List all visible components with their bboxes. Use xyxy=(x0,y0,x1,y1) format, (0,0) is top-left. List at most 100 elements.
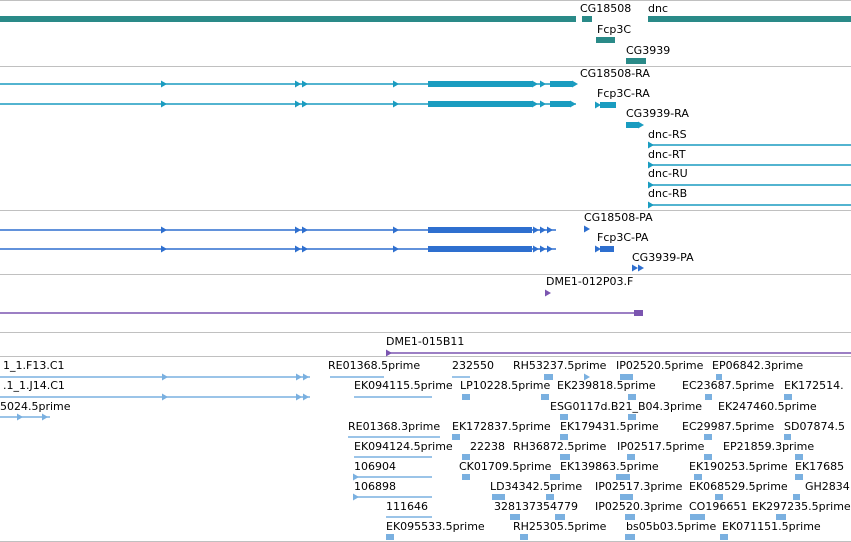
feature-label[interactable]: ESG0117d.B21_B04.3prime xyxy=(550,400,703,413)
feature-line[interactable] xyxy=(0,396,310,398)
feature-line[interactable] xyxy=(0,248,556,250)
feature-row[interactable] xyxy=(348,434,791,440)
track-clones[interactable] xyxy=(0,289,851,357)
feature-label[interactable]: CG3939-PA xyxy=(632,251,694,264)
exon-block[interactable] xyxy=(776,514,786,520)
feature-row[interactable] xyxy=(648,201,851,209)
exon-block[interactable] xyxy=(705,394,712,400)
feature-label[interactable]: EK095533.5prime xyxy=(386,520,485,533)
exon-block[interactable] xyxy=(628,394,636,400)
feature-row[interactable] xyxy=(595,101,616,109)
feature-line[interactable] xyxy=(0,103,576,105)
exon-block[interactable] xyxy=(452,434,460,440)
feature-row[interactable] xyxy=(595,245,614,253)
feature-row[interactable] xyxy=(632,264,644,272)
feature-row[interactable] xyxy=(353,473,803,481)
feature-row[interactable] xyxy=(0,393,792,401)
feature-label[interactable]: EK094115.5prime xyxy=(354,379,453,392)
feature-label[interactable]: GH2834 xyxy=(805,480,850,493)
track-genes[interactable] xyxy=(0,16,851,64)
feature-label[interactable]: .1_1.J14.C1 xyxy=(3,379,65,392)
exon-block[interactable] xyxy=(596,37,615,43)
feature-label[interactable]: EC29987.5prime xyxy=(682,420,775,433)
feature-label[interactable]: EK094124.5prime xyxy=(354,440,453,453)
feature-label[interactable]: IP02517.5prime xyxy=(617,440,705,453)
feature-label[interactable]: CK01709.5prime xyxy=(459,460,552,473)
feature-label[interactable]: IP02520.3prime xyxy=(595,500,683,513)
feature-line[interactable] xyxy=(354,456,432,458)
feature-label[interactable]: EK071151.5prime xyxy=(722,520,821,533)
exon-block[interactable] xyxy=(628,414,636,420)
feature-label[interactable]: EK172514. xyxy=(784,379,844,392)
feature-row[interactable] xyxy=(0,226,556,234)
feature-row[interactable] xyxy=(0,413,636,421)
exon-block[interactable] xyxy=(620,374,633,380)
feature-label[interactable]: CG18508-PA xyxy=(584,211,653,224)
feature-label[interactable]: bs05b03.5prime xyxy=(626,520,717,533)
exon-block[interactable] xyxy=(550,474,560,480)
exon-block[interactable] xyxy=(715,494,723,500)
feature-label[interactable]: CG18508 xyxy=(580,2,632,15)
feature-label[interactable]: EK068529.5prime xyxy=(689,480,788,493)
feature-line[interactable] xyxy=(648,164,851,166)
exon-block[interactable] xyxy=(428,227,532,233)
exon-block[interactable] xyxy=(690,514,705,520)
feature-label[interactable]: EC23687.5prime xyxy=(682,379,775,392)
feature-label[interactable]: CO196651 xyxy=(689,500,748,513)
feature-label[interactable]: 1_1.F13.C1 xyxy=(3,359,65,372)
feature-label[interactable]: DME1-012P03.F xyxy=(546,275,634,288)
feature-row[interactable] xyxy=(648,141,851,149)
feature-label[interactable]: EK247460.5prime xyxy=(718,400,817,413)
feature-row[interactable] xyxy=(353,493,800,501)
feature-line[interactable] xyxy=(648,144,851,146)
feature-label[interactable]: 106898 xyxy=(354,480,396,493)
exon-block[interactable] xyxy=(626,58,646,64)
exon-block[interactable] xyxy=(550,101,570,107)
feature-row[interactable] xyxy=(584,225,590,233)
feature-row[interactable] xyxy=(386,349,851,357)
feature-label[interactable]: RE01368.3prime xyxy=(348,420,441,433)
feature-row[interactable] xyxy=(626,58,646,64)
feature-label[interactable]: RH36872.5prime xyxy=(513,440,607,453)
feature-label[interactable]: 5024.5prime xyxy=(0,400,71,413)
feature-row[interactable] xyxy=(0,80,578,88)
feature-row[interactable] xyxy=(0,100,576,108)
gene-span[interactable] xyxy=(0,16,576,22)
feature-label[interactable]: IP02520.5prime xyxy=(616,359,704,372)
exon-block[interactable] xyxy=(784,434,791,440)
exon-block[interactable] xyxy=(428,81,532,87)
feature-row[interactable] xyxy=(354,454,803,460)
exon-block[interactable] xyxy=(462,474,470,480)
feature-label[interactable]: RE01368.5prime xyxy=(328,359,421,372)
feature-label[interactable]: EK179431.5prime xyxy=(560,420,659,433)
feature-label[interactable]: IP02517.3prime xyxy=(595,480,683,493)
feature-label[interactable]: EK297235.5prime xyxy=(752,500,851,513)
feature-label[interactable]: EK239818.5prime xyxy=(557,379,656,392)
feature-label[interactable]: EK139863.5prime xyxy=(560,460,659,473)
track-transcripts[interactable] xyxy=(0,80,851,209)
feature-line[interactable] xyxy=(0,416,50,418)
exon-block[interactable] xyxy=(555,514,565,520)
feature-label[interactable]: CG3939 xyxy=(626,44,671,57)
exon-block[interactable] xyxy=(600,102,616,108)
feature-label[interactable]: dnc-RS xyxy=(648,128,687,141)
exon-block[interactable] xyxy=(541,394,549,400)
feature-line[interactable] xyxy=(354,396,432,398)
feature-row[interactable] xyxy=(0,310,643,316)
exon-block[interactable] xyxy=(625,514,635,520)
exon-block[interactable] xyxy=(720,534,728,540)
feature-row[interactable] xyxy=(386,534,728,540)
feature-label[interactable]: Fcp3C xyxy=(597,23,632,36)
exon-block[interactable] xyxy=(492,494,505,500)
exon-block[interactable] xyxy=(704,434,712,440)
feature-label[interactable]: RH53237.5prime xyxy=(513,359,607,372)
feature-row[interactable] xyxy=(626,121,644,129)
exon-block[interactable] xyxy=(795,454,803,460)
feature-line[interactable] xyxy=(354,496,432,498)
feature-label[interactable]: EP21859.3prime xyxy=(723,440,815,453)
exon-block[interactable] xyxy=(634,310,643,316)
exon-block[interactable] xyxy=(793,494,800,500)
feature-label[interactable]: CG18508-RA xyxy=(580,67,650,80)
feature-label[interactable]: 22238 xyxy=(470,440,505,453)
feature-label[interactable]: EK172837.5prime xyxy=(452,420,551,433)
